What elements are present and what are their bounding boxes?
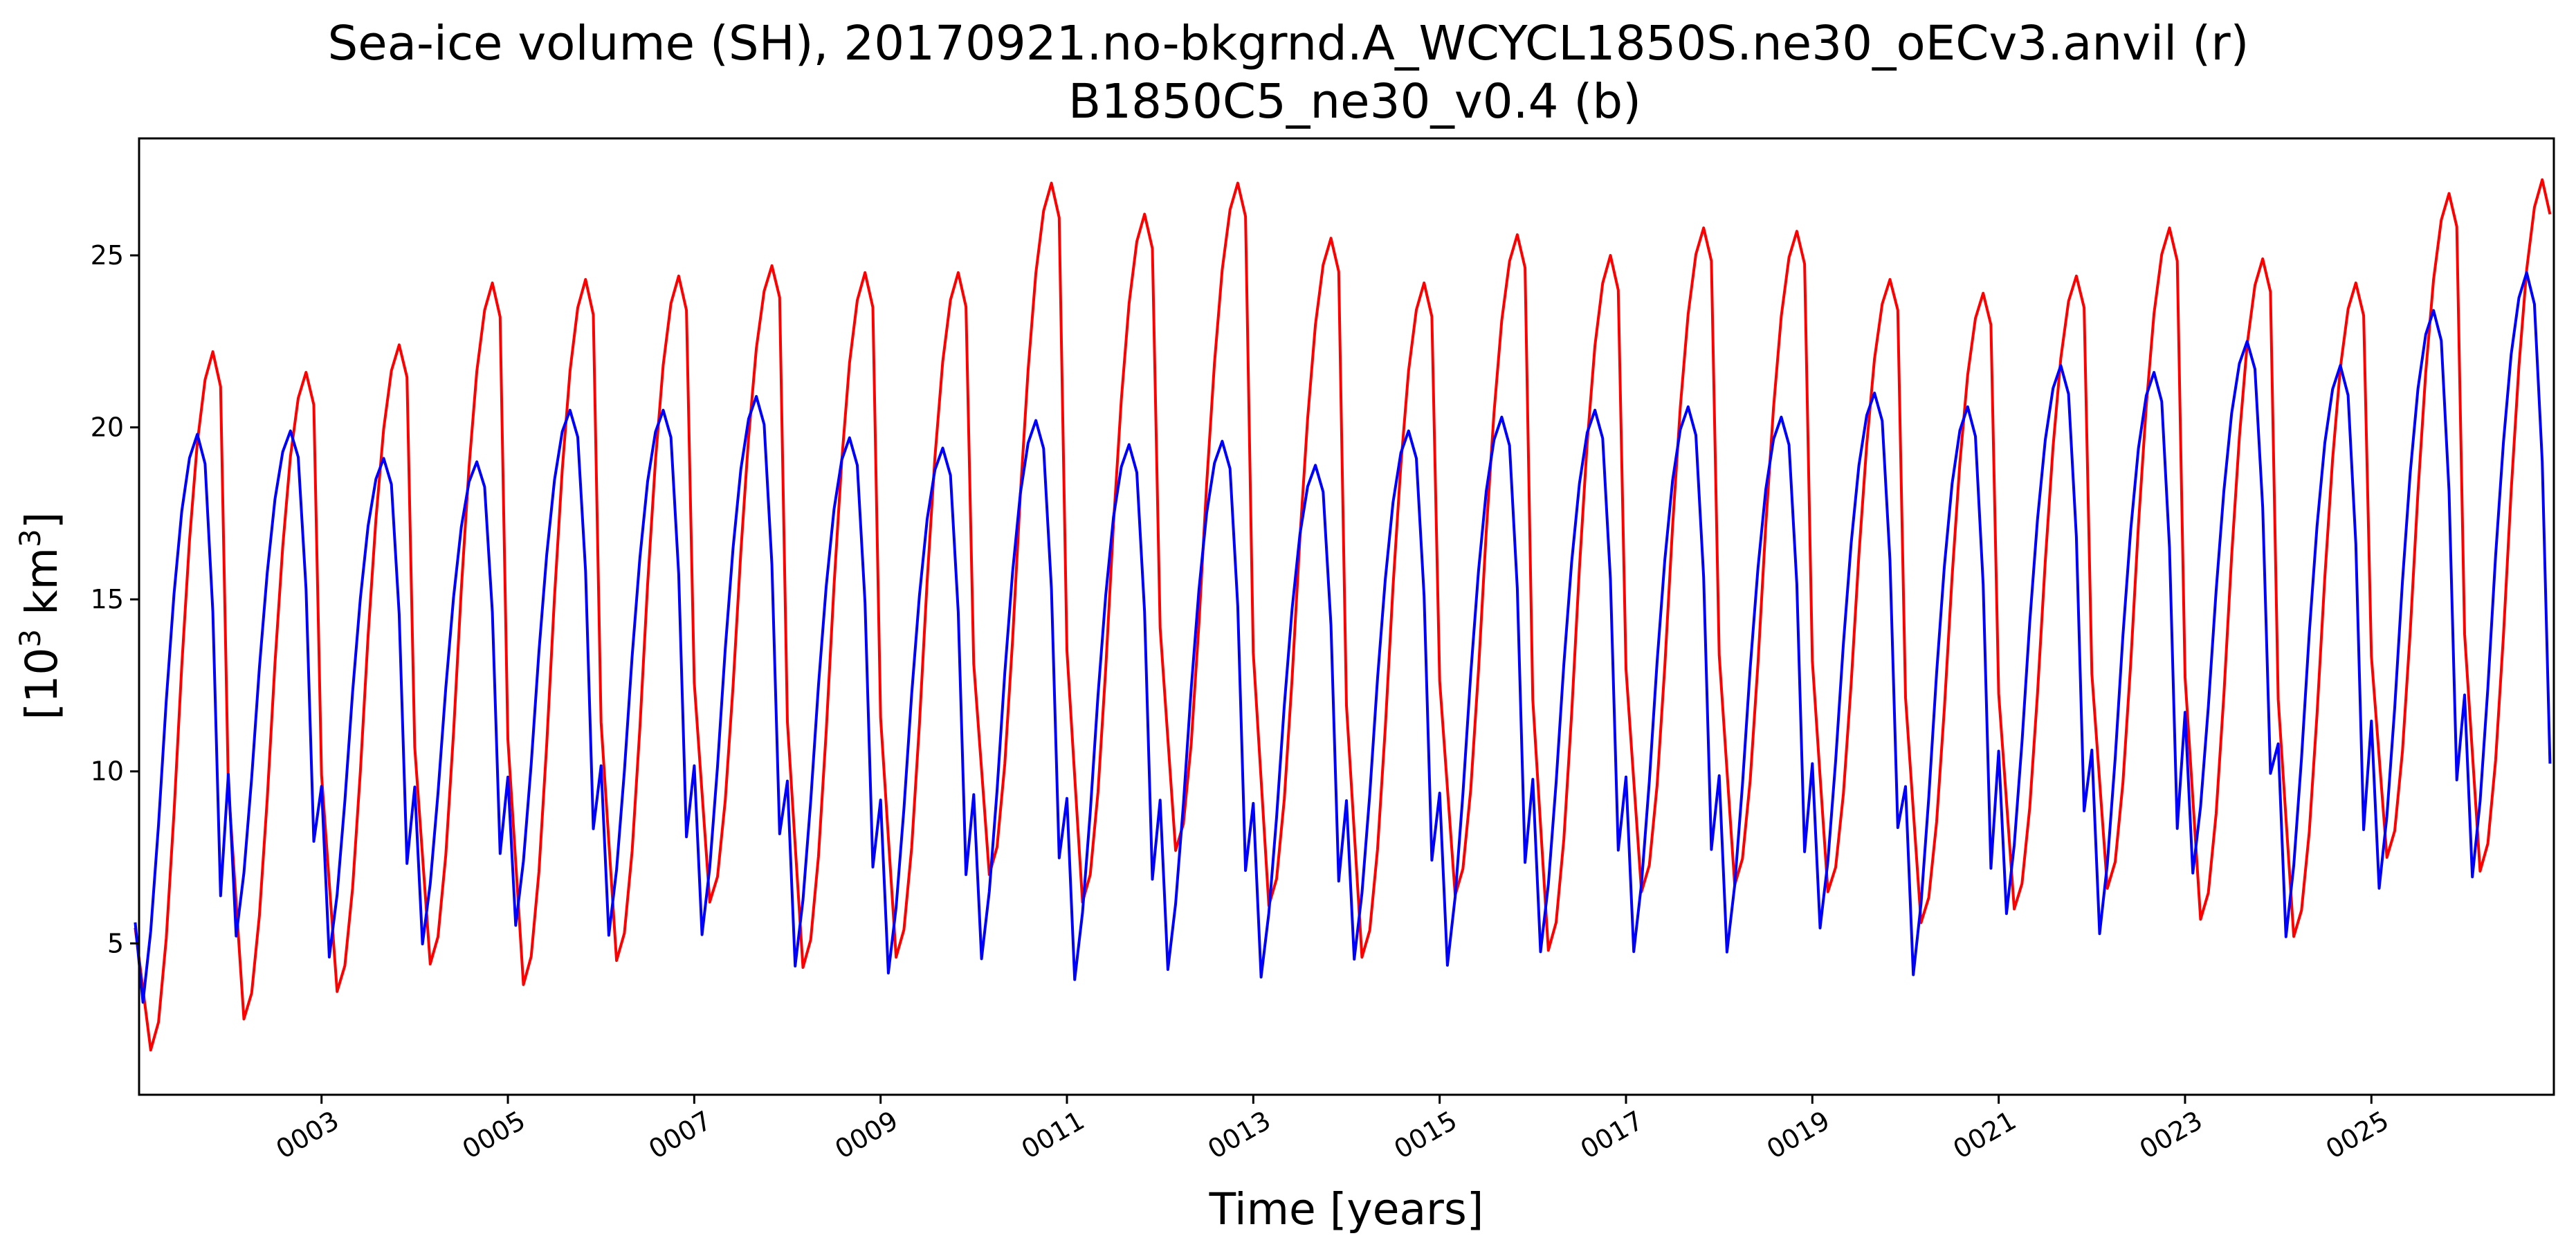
x-tick-label: 0003	[271, 1105, 344, 1165]
y-tick-label: 5	[107, 928, 124, 958]
chart-title-line2: B1850C5_ne30_v0.4 (b)	[1068, 74, 1641, 129]
x-tick-label: 0015	[1389, 1105, 1462, 1165]
series-line-blue	[134, 271, 2552, 1004]
y-axis-label: [103 km3]	[13, 512, 67, 720]
chart-title-line1: Sea-ice volume (SH), 20170921.no-bkgrnd.…	[328, 16, 2249, 71]
y-tick-label: 20	[91, 412, 124, 443]
tick-layer: 0003 0005 0007 0009 0011 0013 0015 0017 0019 0021…	[91, 240, 2394, 1165]
x-tick-label: 0005	[457, 1105, 531, 1165]
y-tick-label: 15	[91, 584, 124, 615]
x-tick-label: 0017	[1575, 1105, 1649, 1165]
y-tick-label: 25	[91, 240, 124, 271]
x-tick-label: 0023	[2135, 1105, 2208, 1165]
x-tick-label: 0009	[830, 1105, 903, 1165]
x-tick-label: 0021	[1948, 1105, 2021, 1165]
plot-frame	[138, 137, 2555, 1096]
y-tick-label: 10	[91, 756, 124, 787]
x-tick-label: 0011	[1016, 1105, 1090, 1165]
x-tick-label: 0007	[643, 1105, 717, 1165]
x-axis-label: Time [years]	[1209, 1184, 1484, 1235]
series-layer	[134, 178, 2552, 1052]
series-line-red	[134, 178, 2552, 1052]
x-tick-label: 0019	[1762, 1105, 1835, 1165]
x-tick-label: 0013	[1203, 1105, 1276, 1165]
x-tick-label: 0025	[2321, 1105, 2394, 1165]
